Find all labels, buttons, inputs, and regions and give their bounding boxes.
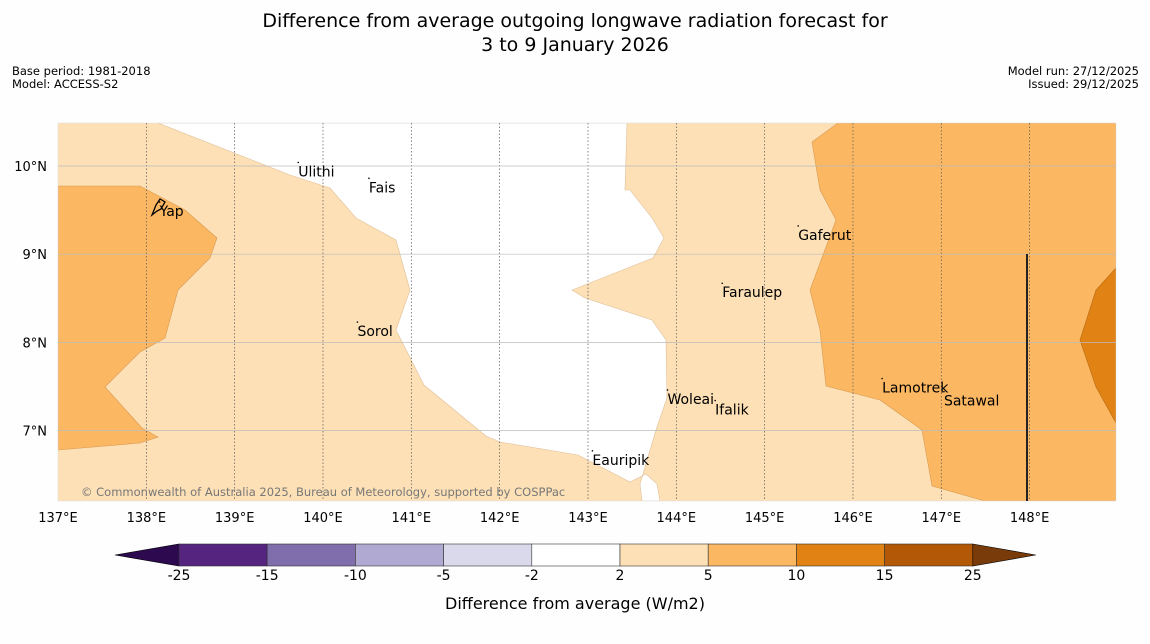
lon-tick-label: 142°E xyxy=(480,511,520,526)
colorbar-tick-label: 15 xyxy=(875,568,894,584)
model-run: Model run: 27/12/2025 xyxy=(1007,64,1139,78)
lon-tick-label: 144°E xyxy=(657,511,697,526)
contour-below-2-region xyxy=(157,123,668,501)
colorbar-tick-label: -5 xyxy=(436,568,451,584)
lat-tick-label: 10°N xyxy=(14,160,47,175)
place-label-lamotrek: Lamotrek xyxy=(882,381,949,397)
colorbar-extend-high xyxy=(972,543,1036,567)
colorbar-segment xyxy=(707,543,797,567)
colorbar-tick-label: -2 xyxy=(524,568,539,584)
colorbar-label: Difference from average (W/m2) xyxy=(445,594,705,613)
lat-tick-label: 7°N xyxy=(23,425,48,440)
issued-date: Issued: 29/12/2025 xyxy=(1028,77,1139,91)
colorbar-tick-label: -15 xyxy=(255,568,279,584)
axis-labels: 137°E 138°E 139°E 140°E 141°E 142°E 143°E 144°E… xyxy=(14,160,1049,526)
forecast-map: 137°E 138°E 139°E 140°E 141°E 142°E 143°E 144°E… xyxy=(14,122,1117,526)
colorbar-tick-label: 5 xyxy=(703,568,713,584)
contour-10-to-15-east xyxy=(1079,267,1116,424)
colorbar-tick-label: 25 xyxy=(963,568,982,584)
colorbar-tick-label: 10 xyxy=(787,568,806,584)
colorbar-tick-label: -25 xyxy=(167,568,191,584)
lon-tick-label: 145°E xyxy=(745,511,785,526)
place-label-woleai: Woleai xyxy=(667,392,714,408)
lon-tick-label: 147°E xyxy=(922,511,962,526)
place-marker xyxy=(368,177,370,180)
lon-tick-label: 140°E xyxy=(303,511,343,526)
place-marker xyxy=(881,377,883,380)
lon-tick-label: 139°E xyxy=(215,511,255,526)
place-marker xyxy=(666,389,669,391)
graticule xyxy=(58,123,1116,501)
place-label-satawal: Satawal xyxy=(944,394,999,410)
place-label-faraulep: Faraulep xyxy=(722,285,782,301)
place-marker xyxy=(714,399,716,402)
contour-5-to-10-west xyxy=(58,185,218,451)
island-markers xyxy=(150,198,1028,501)
place-marker xyxy=(721,282,724,285)
place-marker xyxy=(297,161,300,164)
lon-tick-label: 143°E xyxy=(568,511,608,526)
place-label-ifalik: Ifalik xyxy=(715,403,749,419)
lat-tick-label: 9°N xyxy=(23,248,48,263)
place-marker xyxy=(943,390,945,393)
lon-tick-label: 141°E xyxy=(392,511,432,526)
base-period: Base period: 1981-2018 xyxy=(12,64,151,78)
colorbar-segment xyxy=(178,543,268,567)
place-label-yap: Yap xyxy=(159,204,184,220)
colorbar-segment xyxy=(266,543,356,567)
place-marker xyxy=(158,201,161,203)
lon-tick-label: 138°E xyxy=(127,511,167,526)
place-label-gaferut: Gaferut xyxy=(798,228,852,244)
lon-tick-label: 148°E xyxy=(1010,511,1050,526)
colorbar-tick-label: 2 xyxy=(615,568,625,584)
colorbar xyxy=(114,543,1036,567)
place-label-ulithi: Ulithi xyxy=(298,164,334,180)
colorbar-segment xyxy=(355,543,444,567)
colorbar-tick-label: -10 xyxy=(343,568,367,584)
colorbar-segment xyxy=(796,543,885,567)
chart-title-line2: 3 to 9 January 2026 xyxy=(481,34,669,56)
lat-tick-label: 8°N xyxy=(23,336,48,351)
place-marker xyxy=(797,225,800,227)
yap-island-outline xyxy=(150,198,166,218)
place-labels: Yap Ulithi Fais Gaferut Faraulep Sorol Lamotre… xyxy=(158,161,999,469)
anomaly-contours xyxy=(58,123,1116,501)
chart-title-line1: Difference from average outgoing longwav… xyxy=(262,10,888,32)
place-label-fais: Fais xyxy=(369,180,396,196)
lon-tick-label: 137°E xyxy=(38,511,78,526)
model-name: Model: ACCESS-S2 xyxy=(12,77,119,91)
lon-tick-label: 146°E xyxy=(833,511,873,526)
colorbar-segment xyxy=(619,543,709,567)
place-label-sorol: Sorol xyxy=(357,324,392,340)
place-marker xyxy=(591,450,594,452)
place-label-eauripik: Eauripik xyxy=(592,453,650,469)
place-marker xyxy=(356,321,359,323)
colorbar-segment xyxy=(443,543,533,567)
colorbar-extend-low xyxy=(114,543,180,567)
colorbar-segment xyxy=(531,543,621,567)
copyright-notice: © Commonwealth of Australia 2025, Bureau… xyxy=(81,485,565,499)
colorbar-segment xyxy=(884,543,974,567)
